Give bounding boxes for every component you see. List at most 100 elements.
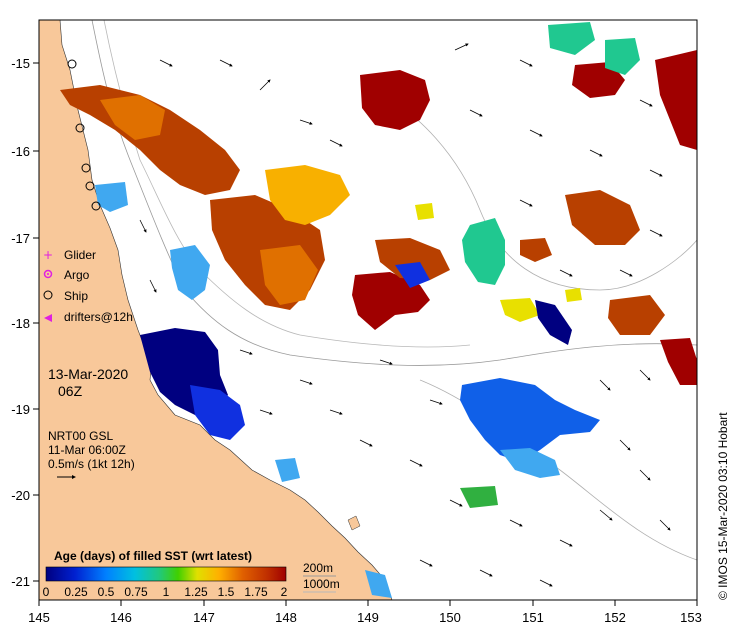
sst-patch-sky <box>275 458 300 482</box>
colorbar-tick: 2 <box>281 585 288 599</box>
svg-text:151: 151 <box>522 610 544 625</box>
sst-patch-darkorange <box>608 295 665 335</box>
map-date: 13-Mar-2020 <box>48 366 128 382</box>
svg-text:145: 145 <box>28 610 50 625</box>
credit-label: © IMOS 15-Mar-2020 03:10 Hobart <box>716 412 730 600</box>
svg-text:146: 146 <box>110 610 132 625</box>
marker-legend: + Glider Argo Ship drifters@12h <box>43 248 133 324</box>
circle-icon <box>43 290 53 300</box>
ship-markers <box>67 59 101 211</box>
sst-patch-blue <box>395 262 430 288</box>
lat-tick: -20 <box>11 488 39 503</box>
legend-item-glider: + Glider <box>43 248 96 262</box>
contour-200m <box>91 20 697 366</box>
legend-item-argo: Argo <box>43 268 90 282</box>
colorbar-ramp <box>45 566 287 582</box>
lon-tick: 145 <box>28 600 50 625</box>
sst-patch-sky <box>95 182 128 212</box>
sst-patch-yellow <box>500 298 540 322</box>
lon-tick: 146 <box>110 600 132 625</box>
arrow-left-icon <box>44 314 52 322</box>
contour-reef <box>369 89 697 291</box>
svg-text:-18: -18 <box>11 316 30 331</box>
lat-tick: -16 <box>11 144 39 159</box>
lat-tick: -21 <box>11 574 39 589</box>
svg-text:153: 153 <box>680 610 702 625</box>
depth-200-label: 200m <box>303 561 333 575</box>
sst-patch-teal <box>605 38 640 75</box>
colorbar: Age (days) of filled SST (wrt latest) 0 … <box>43 549 340 599</box>
sst-patch-darkred <box>572 62 625 98</box>
svg-text:149: 149 <box>357 610 379 625</box>
lon-tick: 150 <box>439 600 461 625</box>
sst-patch-amber <box>265 165 350 225</box>
lat-tick: -19 <box>11 402 39 417</box>
sst-patch-orange <box>260 245 318 305</box>
sst-patch-sky <box>365 570 392 598</box>
colorbar-tick: 0.25 <box>64 585 88 599</box>
island <box>347 515 361 531</box>
sst-patch-yellow <box>415 203 434 220</box>
lon-axis: 145 146 147 148 149 150 151 152 153 <box>28 600 702 625</box>
colorbar-tick: 1.25 <box>184 585 208 599</box>
sst-patch-teal <box>548 22 595 55</box>
svg-text:Argo: Argo <box>64 268 90 282</box>
svg-text:drifters@12h: drifters@12h <box>64 310 133 324</box>
svg-text:-17: -17 <box>11 231 30 246</box>
svg-text:147: 147 <box>193 610 215 625</box>
legend-item-drifters: drifters@12h <box>44 310 133 324</box>
sst-patch-darkred <box>660 338 697 385</box>
svg-text:-16: -16 <box>11 144 30 159</box>
lon-tick: 147 <box>193 600 215 625</box>
lat-axis: -15 -16 -17 -18 -19 -20 -21 <box>11 56 39 589</box>
sst-patch-darkred <box>360 70 430 130</box>
svg-text:-20: -20 <box>11 488 30 503</box>
svg-text:150: 150 <box>439 610 461 625</box>
legend-item-ship: Ship <box>43 289 88 303</box>
lat-tick: -18 <box>11 316 39 331</box>
sst-patch-darkorange <box>565 190 640 245</box>
lat-tick: -15 <box>11 56 39 71</box>
svg-text:152: 152 <box>604 610 626 625</box>
sst-patch-darkorange <box>520 238 552 262</box>
sst-patch-green <box>460 486 498 508</box>
colorbar-title: Age (days) of filled SST (wrt latest) <box>54 549 252 563</box>
colorbar-tick: 0 <box>43 585 50 599</box>
sst-patch-teal <box>462 218 505 285</box>
sst-patch-blue2 <box>460 378 600 462</box>
depth-1000-label: 1000m <box>303 577 340 591</box>
svg-text:148: 148 <box>275 610 297 625</box>
lon-tick: 151 <box>522 600 544 625</box>
lat-tick: -17 <box>11 231 39 246</box>
colorbar-tick: 0.75 <box>124 585 148 599</box>
sst-patch-blue <box>190 385 245 440</box>
svg-text:-21: -21 <box>11 574 30 589</box>
land-queensland <box>39 20 393 600</box>
sst-patch-yellow <box>565 288 582 302</box>
svg-text:Ship: Ship <box>64 289 88 303</box>
svg-text:-15: -15 <box>11 56 30 71</box>
lon-tick: 153 <box>680 600 702 625</box>
plus-icon: + <box>43 248 53 262</box>
colorbar-tick: 1.5 <box>218 585 235 599</box>
circle-dot-icon <box>43 269 53 279</box>
colorbar-tick: 1 <box>163 585 170 599</box>
sst-patch-darkorange <box>375 238 450 280</box>
lon-tick: 149 <box>357 600 379 625</box>
sst-patch-sky <box>170 245 210 300</box>
colorbar-tick: 0.5 <box>98 585 115 599</box>
lon-tick: 152 <box>604 600 626 625</box>
svg-text:Glider: Glider <box>64 248 96 262</box>
svg-text:-19: -19 <box>11 402 30 417</box>
sst-patch-orange <box>100 95 165 140</box>
sst-patch-sky <box>500 448 560 478</box>
colorbar-tick: 1.75 <box>244 585 268 599</box>
product-time: 11-Mar 06:00Z <box>48 443 126 457</box>
current-vectors <box>139 43 671 587</box>
sst-patch-navy <box>535 300 572 345</box>
lon-tick: 148 <box>275 600 297 625</box>
product-name: NRT00 GSL <box>48 429 113 443</box>
sst-patch-darkred <box>655 50 697 150</box>
map-time: 06Z <box>58 383 83 399</box>
